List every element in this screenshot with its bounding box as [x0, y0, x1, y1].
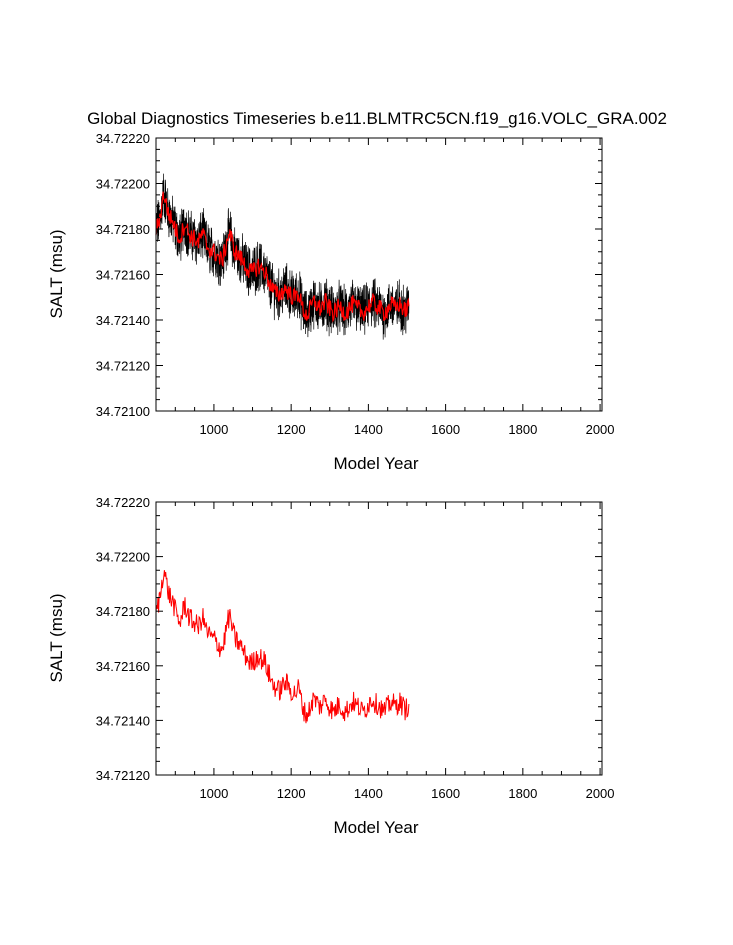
- series-line-annual: [155, 191, 410, 323]
- y-axis-label: SALT (msu): [47, 593, 66, 682]
- x-tick-label: 1000: [199, 786, 228, 801]
- x-tick-label: 1400: [354, 422, 383, 437]
- chart-title: Global Diagnostics Timeseries b.e11.BLMT…: [87, 109, 667, 128]
- x-axis-label: Model Year: [333, 818, 418, 837]
- y-tick-label: 34.72140: [96, 713, 150, 728]
- x-tick-label: 1400: [354, 786, 383, 801]
- y-tick-label: 34.72220: [96, 495, 150, 510]
- x-tick-label: 2000: [586, 786, 615, 801]
- chart-bottom: 1000 1200 1400 1600 1800 2000 34.72120 34.72140…: [47, 495, 615, 837]
- y-axis-label: SALT (msu): [47, 229, 66, 318]
- y-tick-label: 34.72120: [96, 768, 150, 783]
- x-tick-label: 1600: [431, 786, 460, 801]
- x-tick-label: 2000: [586, 422, 615, 437]
- y-tick-label: 34.72140: [96, 313, 150, 328]
- x-axis-label: Model Year: [333, 454, 418, 473]
- y-tick-label: 34.72200: [96, 177, 150, 192]
- x-tick-label: 1800: [508, 786, 537, 801]
- y-tick-label: 34.72220: [96, 131, 150, 146]
- y-tick-label: 34.72180: [96, 604, 150, 619]
- y-tick-label: 34.72120: [96, 359, 150, 374]
- y-tick-label: 34.72160: [96, 659, 150, 674]
- plot-frame: [155, 137, 603, 412]
- series-line-annual: [155, 570, 410, 724]
- x-tick-label: 1200: [277, 422, 306, 437]
- y-tick-label: 34.72100: [96, 404, 150, 419]
- series-line-monthly: [155, 173, 410, 340]
- x-tick-label: 1600: [431, 422, 460, 437]
- y-tick-label: 34.72160: [96, 268, 150, 283]
- plot-frame: [155, 501, 603, 776]
- y-tick-label: 34.72180: [96, 222, 150, 237]
- chart-top: Global Diagnostics Timeseries b.e11.BLMT…: [47, 109, 667, 473]
- x-tick-label: 1200: [277, 786, 306, 801]
- x-tick-label: 1000: [199, 422, 228, 437]
- y-tick-label: 34.72200: [96, 550, 150, 565]
- x-tick-label: 1800: [508, 422, 537, 437]
